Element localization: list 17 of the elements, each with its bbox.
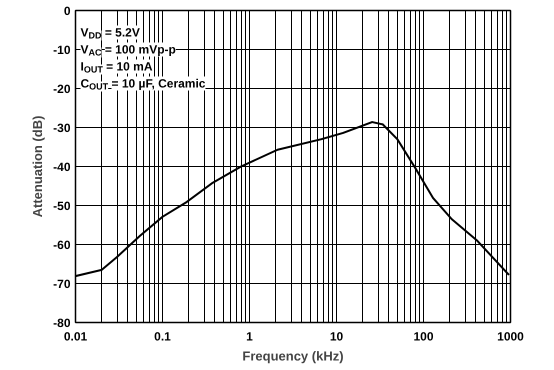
y-tick-label: -20 — [53, 82, 71, 96]
y-tick-label: -40 — [53, 160, 71, 174]
x-tick-label: 1000 — [497, 330, 524, 344]
y-tick-label: -60 — [53, 238, 71, 252]
x-axis-title: Frequency (kHz) — [242, 348, 344, 364]
y-tick-label: -10 — [53, 43, 71, 57]
y-tick-label: -30 — [53, 121, 71, 135]
x-tick-label: 0.01 — [64, 330, 88, 344]
x-tick-label: 1 — [246, 330, 254, 344]
y-axis-title: Attenuation (dB) — [30, 116, 46, 218]
x-tick-label: 100 — [413, 330, 434, 344]
y-tick-label: -50 — [53, 199, 71, 213]
y-tick-label: 0 — [64, 4, 71, 18]
x-tick-label: 0.1 — [154, 330, 172, 344]
y-tick-label: -70 — [53, 277, 71, 291]
y-tick-label: -80 — [53, 316, 71, 330]
x-tick-label: 10 — [330, 330, 344, 344]
